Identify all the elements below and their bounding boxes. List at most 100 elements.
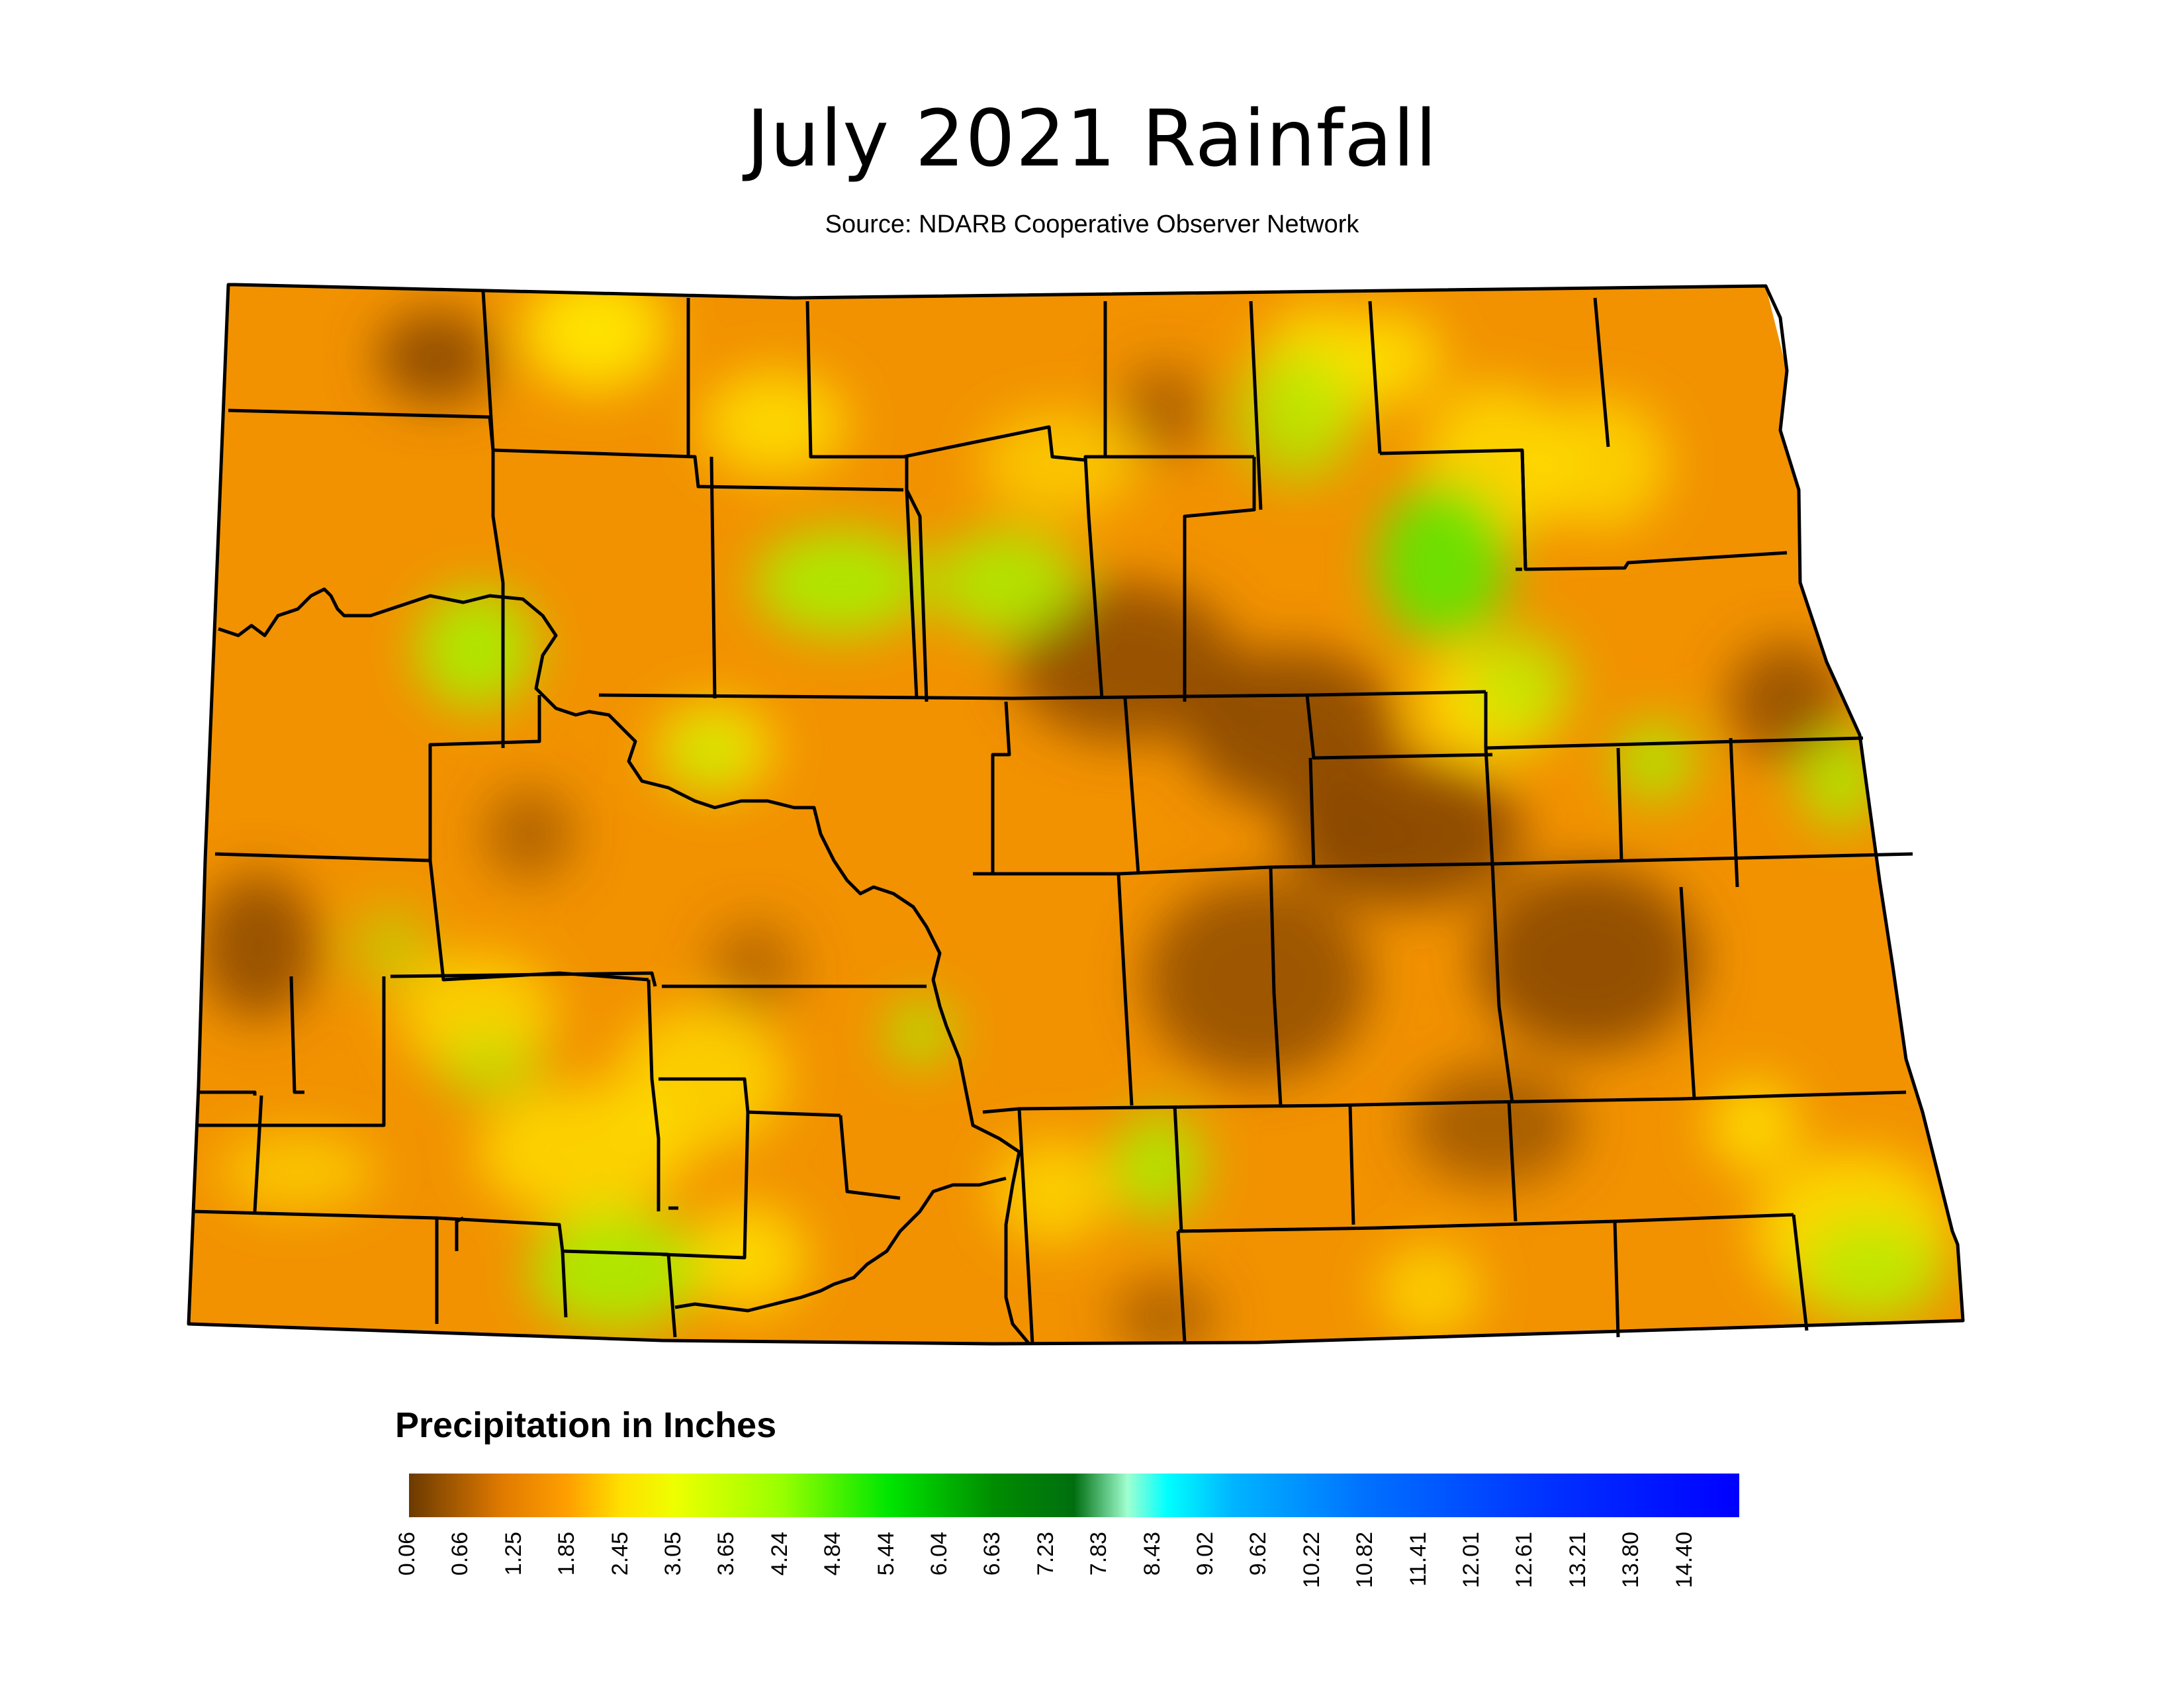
precip-area: [1707, 1079, 1800, 1172]
boundary-line: [561, 1250, 568, 1318]
precip-area: [218, 1132, 377, 1211]
boundary-line: [1792, 1214, 1809, 1331]
legend-tick-label: 11.41: [1405, 1532, 1431, 1587]
precip-area: [1238, 351, 1357, 483]
precip-area: [979, 410, 1138, 516]
boundary-line: [187, 283, 1965, 1346]
boundary-line: [1484, 747, 1494, 865]
precip-area: [933, 530, 1079, 635]
precip-area: [351, 907, 430, 986]
boundary-line: [214, 695, 541, 863]
boundary-line: [1348, 1105, 1355, 1225]
precip-area: [199, 874, 318, 1019]
legend-tick-label: 1.85: [554, 1532, 580, 1576]
precip-area: [1118, 364, 1211, 457]
legend-tick-label: 12.61: [1512, 1532, 1537, 1589]
map-subtitle: Source: NDARB Cooperative Observer Netwo…: [825, 211, 1359, 238]
boundary-line: [1177, 1213, 1794, 1233]
boundary-line: [666, 1254, 677, 1338]
boundary-line: [1613, 1221, 1620, 1338]
legend-tick-label: 6.63: [979, 1532, 1005, 1576]
precip-area: [1727, 642, 1846, 761]
legend-color-bar: [409, 1474, 1739, 1517]
boundary-line: [191, 1209, 669, 1256]
boundary-line: [991, 701, 1011, 874]
precip-area: [1535, 397, 1668, 530]
boundary-line: [1176, 1231, 1187, 1343]
legend-tick-label: 10.22: [1298, 1532, 1324, 1589]
boundary-line: [228, 408, 904, 492]
precip-area: [1337, 311, 1443, 404]
boundary-line: [805, 301, 919, 699]
legend-tick-label: 1.25: [500, 1532, 526, 1576]
boundary-line: [1308, 757, 1316, 868]
boundary-line: [253, 1095, 263, 1212]
boundary-line: [1729, 737, 1739, 888]
legend-tick-label: 0.06: [394, 1532, 420, 1576]
boundary-line: [1679, 886, 1696, 1100]
legend-tick-label: 8.43: [1139, 1532, 1165, 1576]
legend-tick-label: 7.23: [1032, 1532, 1058, 1576]
precip-area: [887, 1000, 953, 1066]
precip-area: [1112, 1278, 1218, 1344]
precip-area: [1800, 1218, 1946, 1324]
boundary-line: [1083, 456, 1104, 699]
precip-area: [377, 311, 496, 404]
precip-area: [1013, 583, 1238, 741]
precip-area: [1377, 1244, 1482, 1337]
precip-area: [1476, 867, 1701, 1053]
boundary-line: [1116, 873, 1134, 1106]
precip-area: [668, 722, 748, 788]
boundary-line: [481, 291, 505, 583]
legend-tick-label: 13.80: [1618, 1532, 1644, 1589]
legend-tick-label: 3.05: [660, 1532, 686, 1576]
map-title: July 2021 Rainfall: [746, 93, 1438, 184]
legend-tick-label: 13.21: [1565, 1532, 1590, 1589]
boundary-line: [661, 1111, 750, 1260]
boundary-line: [1305, 694, 1493, 760]
boundary-line: [1017, 1108, 1034, 1344]
precip-area: [702, 371, 847, 477]
boundary-line: [218, 587, 1030, 1345]
legend-tick-label: 4.84: [820, 1532, 846, 1576]
boundary-line: [709, 456, 717, 699]
legend-tick-label: 2.45: [607, 1532, 633, 1576]
boundary-line: [289, 976, 304, 1094]
precip-area: [1291, 801, 1410, 880]
boundary-line: [598, 690, 1486, 700]
legend-tick-label: 5.44: [873, 1532, 899, 1576]
boundary-line: [1269, 867, 1283, 1106]
precip-area: [1112, 1112, 1205, 1218]
county-boundaries: [187, 283, 1965, 1346]
legend-title: Precipitation in Inches: [395, 1405, 777, 1445]
precip-area: [688, 1205, 807, 1311]
boundary-line: [1593, 297, 1610, 447]
boundary-line: [1183, 457, 1256, 702]
boundary-line: [1249, 301, 1263, 510]
legend-tick-label: 6.04: [927, 1532, 952, 1576]
legend-tick-label: 3.65: [713, 1532, 739, 1576]
boundary-line: [674, 1176, 1007, 1313]
precip-area: [1377, 483, 1509, 642]
precip-area: [477, 1086, 688, 1218]
boundary-line: [1379, 448, 1788, 571]
boundary-line: [1368, 301, 1382, 454]
boundary-line: [905, 489, 929, 702]
boundary-line: [903, 425, 1254, 462]
boundary-line: [659, 1077, 841, 1117]
precip-area: [1145, 880, 1370, 1079]
precip-area: [437, 1033, 543, 1099]
precip-area: [1410, 1066, 1582, 1185]
precip-area: [529, 1211, 702, 1331]
legend-tick-label: 4.24: [766, 1532, 792, 1576]
legend-tick-label: 9.02: [1193, 1532, 1218, 1576]
boundary-line: [1507, 1102, 1518, 1222]
precip-area: [1615, 722, 1694, 801]
precip-area: [754, 530, 927, 635]
legend-tick-label: 0.66: [447, 1532, 473, 1576]
boundary-line: [390, 971, 657, 987]
precip-area: [1800, 735, 1880, 827]
boundary-line: [199, 1090, 257, 1096]
boundary-line: [455, 1216, 465, 1251]
